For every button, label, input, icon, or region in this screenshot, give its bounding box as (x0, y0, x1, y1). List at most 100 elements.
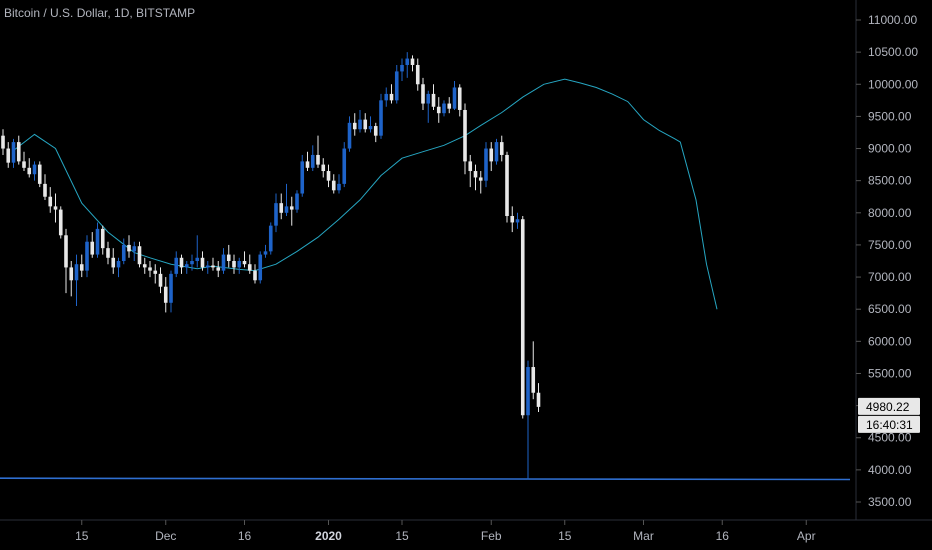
candle (195, 235, 200, 268)
candle (489, 142, 494, 172)
y-tick-label: 6500.00 (868, 302, 912, 316)
candle (510, 206, 515, 233)
candle (200, 251, 205, 271)
candle-body (6, 148, 11, 163)
candle (520, 216, 525, 419)
candle-body (169, 273, 173, 303)
candle-body (358, 119, 362, 130)
candle (484, 142, 488, 188)
candle (111, 248, 116, 274)
candle-body (190, 261, 194, 265)
candle-body (352, 122, 357, 130)
candle-body (58, 209, 63, 236)
candle-body (226, 254, 231, 261)
candle (32, 161, 37, 181)
support-line (0, 477, 851, 481)
y-tick-label: 8000.00 (868, 206, 912, 220)
candle-body (295, 193, 299, 210)
candle (85, 235, 89, 278)
candle (421, 77, 425, 110)
candle-body (22, 161, 26, 168)
candle (368, 116, 373, 133)
candle (452, 81, 457, 110)
candle-body (515, 219, 520, 223)
candle (64, 228, 68, 294)
candle (153, 264, 158, 284)
candle (295, 190, 299, 213)
candle (410, 55, 415, 72)
candle (263, 244, 268, 258)
candle-body (363, 119, 368, 130)
candle-body (436, 106, 441, 114)
candle (127, 235, 131, 258)
candle (158, 267, 163, 294)
candle (442, 100, 446, 117)
candle (347, 116, 352, 152)
candle (468, 154, 473, 188)
candle-body (179, 257, 184, 268)
candle (384, 87, 389, 107)
candle-body (463, 109, 467, 162)
candle-body (242, 261, 247, 265)
candle-body (111, 257, 116, 268)
chart-title: Bitcoin / U.S. Dollar, 1D, BITSTAMP (4, 6, 196, 20)
candle (274, 193, 278, 233)
candle (415, 58, 420, 91)
candle-body (48, 196, 53, 207)
candle-body (274, 203, 278, 226)
candle (447, 97, 452, 114)
candle (289, 196, 294, 226)
candle (211, 257, 215, 271)
candle (148, 261, 152, 278)
candle-body (394, 71, 399, 101)
candle-body (95, 228, 100, 255)
candle (116, 257, 121, 278)
candle-body (478, 177, 483, 181)
candle (473, 164, 478, 191)
candle-body (384, 93, 389, 101)
candle (184, 261, 189, 274)
candle (373, 122, 378, 143)
candle (394, 64, 399, 104)
candle-body (489, 148, 494, 162)
y-tick-label: 4000.00 (868, 463, 912, 477)
candle (22, 151, 26, 172)
candle-body (116, 261, 121, 268)
candle (106, 241, 110, 265)
candle (100, 225, 105, 255)
candle-body (337, 183, 341, 191)
candle-body (321, 164, 326, 172)
x-tick-label: Feb (481, 529, 502, 543)
candle-body (484, 148, 488, 181)
candle (216, 261, 221, 278)
candle (27, 158, 32, 178)
candle (179, 254, 184, 274)
candle (142, 257, 147, 274)
candle (1, 129, 5, 155)
y-tick-label: 9500.00 (868, 109, 912, 123)
candle-body (200, 257, 205, 268)
candle (205, 261, 210, 274)
candle-body (211, 265, 215, 268)
candle-body (43, 183, 47, 197)
candle-body (526, 367, 530, 416)
candle (163, 277, 168, 313)
candle (11, 138, 16, 168)
candle-body (53, 206, 58, 210)
candle-body (400, 64, 404, 72)
candle (284, 183, 289, 217)
candle-body (300, 161, 305, 194)
candle (426, 90, 431, 123)
candle (379, 93, 383, 139)
candle-body (310, 154, 315, 168)
candle-body (279, 203, 284, 213)
candle-body (148, 267, 152, 271)
candle (526, 360, 530, 480)
candle (337, 174, 341, 194)
candle (305, 151, 310, 172)
candle-body (368, 126, 373, 130)
candle (321, 158, 326, 178)
candle-body (405, 58, 410, 65)
